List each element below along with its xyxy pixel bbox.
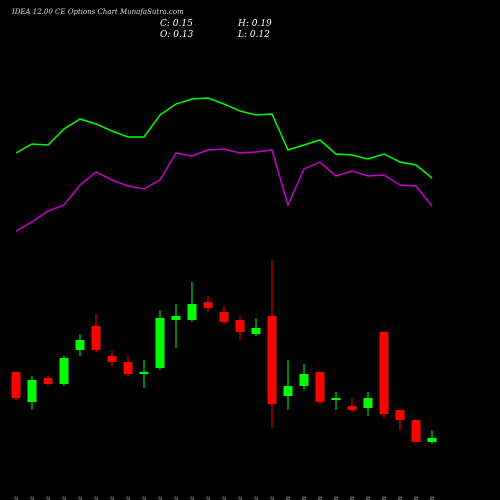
x-tick-label: 11 Dec (60, 496, 68, 500)
x-tick-label: 19 Dec (156, 496, 164, 500)
x-tick-label: 06 Jan (332, 496, 340, 500)
candle-body (347, 406, 357, 410)
x-tick-label: 31 Dec (268, 496, 276, 500)
header-high: H: 0.19 (237, 19, 272, 29)
x-tick-label: 23 Dec (188, 496, 196, 500)
x-tick-label: 12 Jan (396, 496, 404, 500)
candle-body (251, 328, 261, 334)
candle-body (315, 372, 325, 402)
indicator-line (15, 97, 433, 179)
x-tick-label: 24 Dec (204, 496, 212, 500)
candle-body (75, 340, 85, 350)
x-tick-label: 02 Jan (300, 496, 308, 500)
x-tick-label: 26 Dec (220, 496, 228, 500)
candle-body (171, 316, 181, 320)
x-tick-label: 12 Dec (76, 496, 84, 500)
header-low: L: 0.12 (237, 30, 270, 40)
candle-body (427, 438, 437, 442)
candle-body (331, 398, 341, 400)
candle-body (11, 372, 21, 398)
candle-body (107, 356, 117, 362)
x-tick-label: 08 Jan (364, 496, 372, 500)
header-close: C: 0.15 (160, 19, 193, 29)
indicator-line (15, 148, 433, 232)
candle-body (43, 378, 53, 384)
candle-body (123, 362, 133, 374)
x-tick-label: 22 Dec (172, 496, 180, 500)
x-tick-label: 08 Dec (12, 496, 20, 500)
chart-title: IDEA 12.00 CE Options Chart MunafaSutra.… (11, 8, 184, 16)
x-tick-label: 17 Dec (124, 496, 132, 500)
candle-body (139, 372, 149, 374)
candle-body (187, 304, 197, 320)
x-tick-label: 09 Dec (28, 496, 36, 500)
candle-body (91, 326, 101, 350)
candle-body (27, 380, 37, 402)
candle-body (299, 374, 309, 386)
x-tick-label: 05 Jan (316, 496, 324, 500)
x-tick-label: 09 Jan (380, 496, 388, 500)
candle-body (283, 386, 293, 396)
x-tick-label: 14 Jan (428, 496, 436, 500)
candle-body (411, 420, 421, 442)
candle-body (363, 398, 373, 408)
candle-body (267, 316, 277, 404)
x-tick-label: 30 Dec (252, 496, 260, 500)
x-tick-label: 10 Dec (44, 496, 52, 500)
candle-body (379, 332, 389, 414)
candle-body (203, 302, 213, 308)
x-tick-label: 13 Jan (412, 496, 420, 500)
candle-body (395, 410, 405, 420)
x-tick-label: 01 Jan (284, 496, 292, 500)
candle-body (59, 358, 69, 384)
candle-body (219, 312, 229, 322)
x-tick-label: 07 Jan (348, 496, 356, 500)
header-open: O: 0.13 (160, 30, 194, 40)
x-tick-label: 15 Dec (92, 496, 100, 500)
candle-body (235, 320, 245, 332)
candle-body (155, 318, 165, 368)
x-tick-label: 18 Dec (140, 496, 148, 500)
x-tick-label: 29 Dec (236, 496, 244, 500)
x-tick-label: 16 Dec (108, 496, 116, 500)
